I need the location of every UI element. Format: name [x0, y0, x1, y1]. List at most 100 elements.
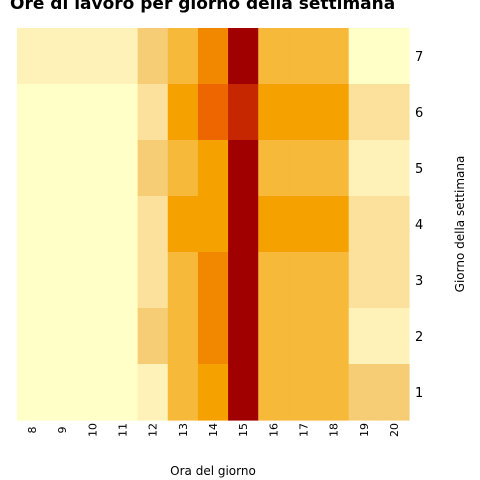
x-tick-label: 15 [237, 423, 250, 437]
heatmap-cell [258, 308, 289, 365]
heatmap-cell [17, 84, 48, 141]
heatmap-cell [318, 84, 350, 141]
y-tick-label: 6 [415, 106, 423, 121]
heatmap-cell [167, 364, 199, 421]
x-tick-label: 14 [207, 423, 220, 437]
heatmap-cell [288, 84, 320, 141]
heatmap-cell [77, 308, 109, 365]
heatmap-cell [288, 196, 320, 253]
x-tick-label: 19 [358, 423, 371, 437]
heatmap-cell [288, 28, 320, 85]
heatmap-cell [137, 84, 169, 141]
heatmap-cell [197, 308, 229, 365]
heatmap-cell [228, 252, 259, 309]
y-tick-label: 1 [415, 386, 423, 401]
x-tick-label: 11 [117, 423, 130, 437]
x-axis-label: Ora del giorno [170, 464, 256, 478]
y-tick-label: 7 [415, 50, 423, 65]
heatmap-cell [258, 84, 289, 141]
heatmap-cell [137, 28, 169, 85]
heatmap-cell [167, 196, 199, 253]
heatmap-cell [378, 252, 410, 309]
heatmap-cell [77, 252, 109, 309]
heatmap-cell [348, 308, 380, 365]
heatmap-cell [197, 364, 229, 421]
heatmap-cell [137, 364, 169, 421]
heatmap-cell [137, 140, 169, 197]
heatmap-cell [107, 308, 139, 365]
heatmap-cell [17, 364, 48, 421]
x-tick-label: 20 [388, 423, 401, 437]
heatmap-cell [228, 308, 259, 365]
heatmap-cell [47, 196, 78, 253]
heatmap-cell [228, 28, 259, 85]
heatmap-cell [77, 28, 109, 85]
heatmap-cell [348, 28, 380, 85]
heatmap-cell [107, 140, 139, 197]
heatmap-cell [47, 364, 78, 421]
heatmap-cell [348, 140, 380, 197]
heatmap-cell [107, 364, 139, 421]
heatmap-cell [378, 84, 410, 141]
heatmap-cell [348, 196, 380, 253]
heatmap-cell [228, 364, 259, 421]
heatmap-cell [348, 252, 380, 309]
chart-title: Ore di lavoro per giorno della settimana [10, 0, 396, 14]
heatmap-cell [318, 196, 350, 253]
heatmap-cell [107, 252, 139, 309]
heatmap-cell [378, 140, 410, 197]
heatmap-cell [258, 252, 289, 309]
heatmap-cell [258, 140, 289, 197]
heatmap-cell [77, 84, 109, 141]
heatmap-cell [197, 140, 229, 197]
heatmap-cell [47, 308, 78, 365]
heatmap-cell [107, 196, 139, 253]
x-tick-label: 9 [56, 427, 69, 434]
heatmap-cell [197, 84, 229, 141]
heatmap-cell [318, 308, 350, 365]
y-tick-label: 2 [415, 330, 423, 345]
heatmap-cell [77, 196, 109, 253]
heatmap-cell [258, 196, 289, 253]
x-tick-label: 10 [86, 423, 99, 437]
heatmap-cell [288, 140, 320, 197]
heatmap-cell [167, 140, 199, 197]
heatmap-cell [77, 140, 109, 197]
heatmap-cell [107, 84, 139, 141]
heatmap-cell [318, 364, 350, 421]
heatmap-cell [47, 28, 78, 85]
heatmap-cell [288, 308, 320, 365]
heatmap-cell [228, 196, 259, 253]
heatmap-cell [47, 140, 78, 197]
heatmap-cells [17, 28, 410, 421]
x-tick-label: 17 [297, 423, 310, 437]
heatmap-cell [378, 196, 410, 253]
heatmap-cell [167, 84, 199, 141]
y-tick-label: 5 [415, 162, 423, 177]
y-axis-label: Giorno della settimana [453, 156, 467, 293]
heatmap-cell [378, 308, 410, 365]
heatmap-cell [17, 308, 48, 365]
heatmap-cell [167, 28, 199, 85]
heatmap-cell [258, 364, 289, 421]
y-tick-label: 4 [415, 218, 423, 233]
y-tick-label: 3 [415, 274, 423, 289]
heatmap-cell [17, 196, 48, 253]
heatmap-cell [318, 252, 350, 309]
heatmap-cell [378, 28, 410, 85]
heatmap-cell [77, 364, 109, 421]
heatmap-cell [378, 364, 410, 421]
heatmap-cell [288, 252, 320, 309]
heatmap-cell [137, 308, 169, 365]
heatmap-cell [197, 252, 229, 309]
heatmap-cell [137, 196, 169, 253]
heatmap-cell [47, 84, 78, 141]
x-tick-label: 13 [177, 423, 190, 437]
heatmap-cell [318, 140, 350, 197]
heatmap-cell [107, 28, 139, 85]
heatmap-cell [288, 364, 320, 421]
heatmap-cell [47, 252, 78, 309]
heatmap-cell [318, 28, 350, 85]
heatmap-cell [17, 140, 48, 197]
